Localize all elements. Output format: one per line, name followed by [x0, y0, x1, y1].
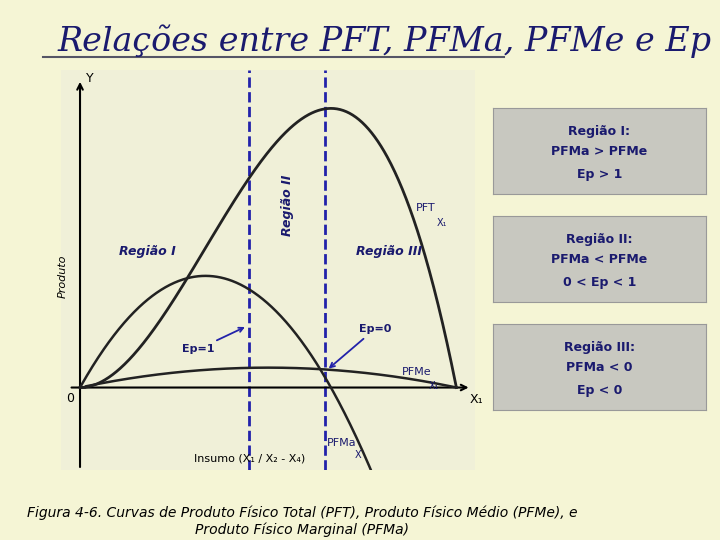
Text: Região III: Região III [356, 245, 422, 258]
Text: Figura 4-6. Curvas de Produto Físico Total (PFT), Produto Físico Médio (PFMe), e: Figura 4-6. Curvas de Produto Físico Tot… [27, 506, 577, 537]
Text: Ep < 0: Ep < 0 [577, 384, 622, 397]
Text: Y: Y [86, 72, 94, 85]
Text: Ep=1: Ep=1 [181, 328, 243, 354]
Text: PFMa: PFMa [327, 438, 356, 448]
Text: PFMa > PFMe: PFMa > PFMe [552, 145, 647, 158]
Text: Região I:: Região I: [568, 125, 631, 138]
Text: Região III:: Região III: [564, 341, 635, 354]
Text: Região II:: Região II: [566, 233, 633, 246]
Text: PFMa < 0: PFMa < 0 [566, 361, 633, 374]
Text: Produto: Produto [58, 254, 68, 298]
Text: X: X [355, 450, 362, 460]
Text: Região I: Região I [120, 245, 176, 258]
Text: X₁: X₁ [436, 218, 446, 228]
Text: PFMa < PFMe: PFMa < PFMe [552, 253, 647, 266]
Text: PFT: PFT [415, 203, 435, 213]
Text: PFMe: PFMe [402, 367, 432, 376]
Text: 0 < Ep < 1: 0 < Ep < 1 [563, 276, 636, 289]
Text: Ep=0: Ep=0 [330, 324, 391, 367]
Text: Relações entre PFT, PFMa, PFMe e Ep: Relações entre PFT, PFMa, PFMe e Ep [58, 24, 712, 58]
Text: X₁: X₁ [428, 381, 439, 391]
Text: Ep > 1: Ep > 1 [577, 168, 622, 181]
Text: 0: 0 [67, 392, 75, 405]
Text: Insumo (X₁ / X₂ - X₄): Insumo (X₁ / X₂ - X₄) [194, 454, 305, 464]
Text: X₁: X₁ [469, 394, 483, 407]
Text: Região II: Região II [281, 174, 294, 236]
